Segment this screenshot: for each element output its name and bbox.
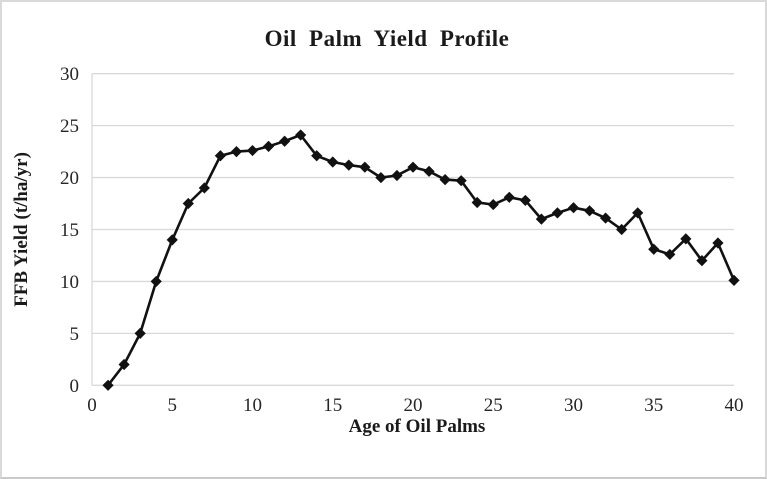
data-point-marker-age-37 — [680, 233, 692, 245]
axis-tick-labels: 0 5 10 15 20 25 30 0 5 10 15 20 25 30 35 40 — [60, 64, 744, 416]
x-tick-label-0: 0 — [87, 395, 97, 416]
y-tick-label-0: 0 — [70, 376, 80, 397]
data-point-marker-age-1 — [102, 379, 114, 391]
data-point-marker-age-8 — [214, 150, 226, 162]
data-point-marker-age-10 — [246, 144, 259, 157]
data-point-marker-age-28 — [535, 213, 547, 225]
chart-title: Oil Palm Yield Profile — [265, 26, 510, 51]
data-point-marker-age-4 — [150, 275, 162, 288]
data-point-marker-age-9 — [230, 146, 243, 158]
data-point-marker-age-18 — [375, 171, 387, 184]
data-point-marker-age-17 — [359, 161, 371, 173]
x-tick-label-25: 25 — [484, 395, 503, 416]
data-point-marker-age-27 — [519, 194, 531, 207]
data-point-marker-age-2 — [118, 358, 130, 371]
data-point-marker-age-33 — [616, 223, 628, 236]
data-point-marker-age-11 — [262, 140, 275, 153]
data-point-marker-age-3 — [134, 327, 146, 339]
x-axis-title: Age of Oil Palms — [349, 416, 486, 437]
data-point-marker-age-39 — [712, 237, 724, 249]
data-point-marker-age-25 — [487, 198, 499, 211]
x-tick-label-40: 40 — [725, 395, 744, 416]
data-point-marker-age-20 — [407, 161, 419, 173]
y-tick-label-15: 15 — [60, 220, 79, 241]
data-point-marker-age-35 — [648, 243, 660, 255]
data-point-marker-age-14 — [311, 150, 323, 162]
data-point-marker-age-26 — [503, 191, 515, 203]
data-point-marker-age-15 — [327, 156, 339, 168]
y-tick-label-25: 25 — [60, 116, 79, 137]
data-point-marker-age-31 — [583, 205, 596, 217]
data-point-marker-age-22 — [439, 174, 451, 186]
data-point-marker-age-12 — [279, 135, 291, 147]
gridlines — [91, 73, 734, 386]
yield-line-series — [102, 129, 740, 391]
y-tick-label-30: 30 — [60, 64, 79, 85]
data-point-marker-age-23 — [455, 175, 467, 187]
data-point-marker-age-13 — [295, 129, 307, 141]
x-tick-label-10: 10 — [243, 395, 262, 416]
data-point-marker-age-16 — [343, 159, 355, 171]
y-tick-label-20: 20 — [60, 168, 79, 189]
data-point-marker-age-6 — [182, 197, 194, 210]
data-point-marker-age-5 — [166, 234, 178, 246]
y-axis-title: FFB Yield (t/ha/yr) — [11, 152, 32, 307]
x-tick-label-5: 5 — [168, 395, 178, 416]
data-point-marker-age-24 — [471, 196, 483, 209]
x-tick-label-30: 30 — [564, 395, 583, 416]
data-point-marker-age-36 — [664, 248, 676, 261]
y-tick-label-10: 10 — [60, 272, 79, 293]
series-line — [106, 133, 736, 387]
data-point-marker-age-34 — [632, 207, 644, 219]
data-point-marker-age-40 — [728, 274, 740, 286]
data-point-marker-age-29 — [551, 207, 564, 219]
x-tick-label-15: 15 — [323, 395, 342, 416]
data-point-marker-age-32 — [600, 212, 612, 224]
x-tick-label-35: 35 — [644, 395, 663, 416]
data-point-marker-age-7 — [198, 182, 210, 194]
data-point-marker-age-19 — [391, 169, 403, 182]
data-point-marker-age-21 — [423, 165, 435, 177]
y-tick-label-5: 5 — [70, 324, 80, 345]
data-point-marker-age-30 — [567, 202, 580, 214]
x-tick-label-20: 20 — [404, 395, 423, 416]
